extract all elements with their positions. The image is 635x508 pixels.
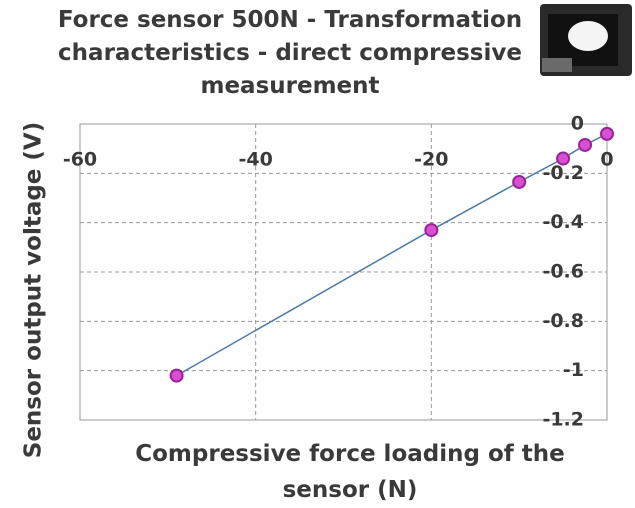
sensor-photo bbox=[540, 4, 632, 76]
y-tick-label: -0.2 bbox=[542, 162, 584, 184]
y-tick-label: 0 bbox=[571, 113, 584, 135]
x-tick-label: 0 bbox=[600, 149, 613, 171]
x-tick-label: -20 bbox=[414, 149, 448, 171]
y-tick-label: -0.4 bbox=[542, 211, 584, 233]
y-tick-label: -0.8 bbox=[542, 310, 584, 332]
x-axis-label: Compressive force loading of the sensor … bbox=[135, 441, 565, 503]
y-tick-label: -1.2 bbox=[542, 409, 584, 431]
y-tick-label: -0.6 bbox=[542, 261, 584, 283]
data-point bbox=[169, 368, 184, 383]
data-point bbox=[424, 223, 439, 238]
chart-title: Force sensor 500N - Transformation chara… bbox=[57, 7, 523, 99]
data-point bbox=[578, 137, 593, 152]
data-point bbox=[512, 174, 527, 189]
data-point bbox=[556, 151, 571, 166]
x-tick-label: -40 bbox=[239, 149, 273, 171]
y-tick-label: -1 bbox=[563, 359, 584, 381]
data-point bbox=[600, 126, 614, 141]
y-axis-label: Sensor output voltage (V) bbox=[21, 122, 47, 458]
x-tick-label: -60 bbox=[63, 149, 97, 171]
